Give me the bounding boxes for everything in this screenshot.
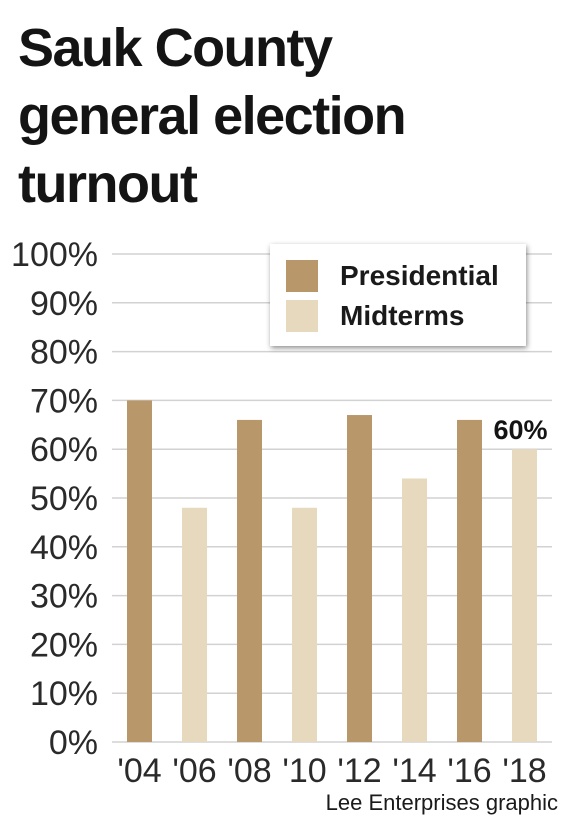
- chart-title: Sauk County general election turnout: [18, 18, 407, 214]
- y-tick-label: 60%: [30, 431, 98, 469]
- x-tick-label: '18: [502, 752, 546, 790]
- x-tick-label: '12: [337, 752, 381, 790]
- legend-swatch-midterms: [286, 300, 318, 332]
- bar-18: [512, 449, 537, 742]
- legend-swatch-presidential: [286, 260, 318, 292]
- bar-08: [237, 419, 262, 742]
- x-tick-label: '04: [117, 752, 161, 790]
- y-tick-label: 30%: [30, 578, 98, 616]
- y-tick-label: 0%: [49, 724, 98, 762]
- bar-16: [457, 419, 482, 742]
- x-tick-label: '06: [172, 752, 216, 790]
- y-tick-label: 20%: [30, 626, 98, 664]
- legend-item-presidential: Presidential: [286, 256, 499, 296]
- legend-item-midterms: Midterms: [286, 296, 464, 336]
- bar-12: [347, 415, 372, 742]
- x-tick-label: '10: [282, 752, 326, 790]
- bar-14: [402, 478, 427, 742]
- y-tick-label: 70%: [30, 382, 98, 420]
- y-tick-label: 40%: [30, 529, 98, 567]
- x-tick-label: '08: [227, 752, 271, 790]
- legend-label-presidential: Presidential: [340, 260, 499, 291]
- x-tick-label: '16: [447, 752, 491, 790]
- legend: Presidential Midterms: [270, 244, 526, 346]
- x-tick-label: '14: [392, 752, 436, 790]
- y-axis-ticks: 0% 10% 20% 30% 40% 50% 60% 70% 80% 90% 100%: [11, 236, 98, 762]
- y-tick-label: 50%: [30, 480, 98, 518]
- bars: [127, 400, 537, 742]
- bar-10: [292, 507, 317, 742]
- y-tick-label: 10%: [30, 675, 98, 713]
- y-tick-label: 100%: [11, 236, 98, 274]
- credit-line: Lee Enterprises graphic: [325, 790, 558, 815]
- data-label: 60%: [493, 415, 547, 445]
- bar-04: [127, 400, 152, 742]
- data-labels: 60%: [493, 415, 547, 445]
- bar-06: [182, 507, 207, 742]
- legend-label-midterms: Midterms: [340, 300, 465, 331]
- x-axis-ticks: '04 '06 '08 '10 '12 '14 '16 '18: [117, 752, 546, 790]
- y-tick-label: 80%: [30, 334, 98, 372]
- y-tick-label: 90%: [30, 285, 98, 323]
